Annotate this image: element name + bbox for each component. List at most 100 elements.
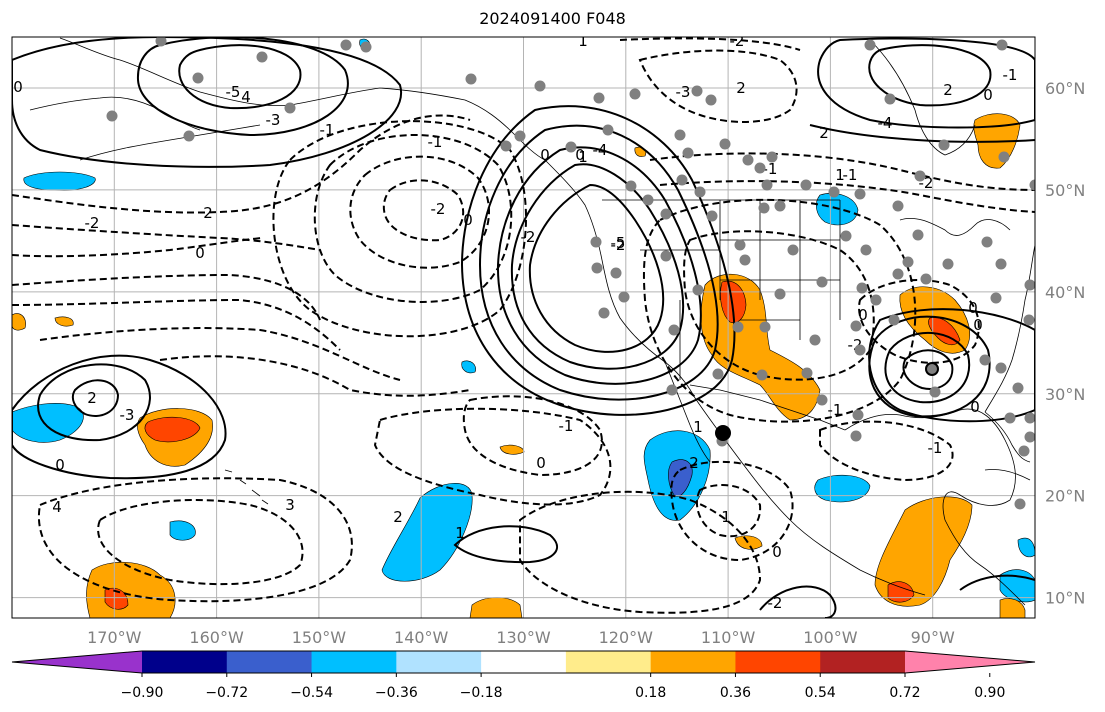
contour-label: -3 [266,111,281,129]
contour-label: -1 [428,133,443,151]
station-dot [860,244,872,256]
contour-band-7 [159,355,471,397]
contour-north-dashed-2 [619,37,801,51]
station-dot [981,236,993,248]
contour-label: -1 [320,121,335,139]
station-dot [284,102,296,114]
shade-positive-small-4 [54,316,74,327]
contour-label: -1 [1003,66,1018,84]
contour-high-southeast-3 [868,315,991,418]
gulf-coast [844,408,1026,606]
map-frame [11,36,1036,619]
great-lakes [899,217,1011,236]
colorbar-segment [735,651,821,673]
contour-label: 1 [721,508,731,526]
colorbar-segment [311,651,397,673]
contour-label: 0 [463,211,473,229]
contour-label: 1 [578,148,588,166]
station-dot [766,151,778,163]
lat-tick-label: 40°N [1045,283,1085,302]
colorbar-segment [226,651,313,673]
contour-subtropic-1 [97,499,304,586]
station-dot [591,262,603,274]
colorbar-segment [650,651,736,673]
shade-positive-hawaii-core [144,416,201,443]
shade-negative-alaska [23,171,96,191]
station-dot [840,230,852,242]
contour-band-6 [39,327,401,381]
contour-label: 0 [13,78,23,96]
contour-low-pacific-5 [382,179,465,242]
station-dot [602,124,614,136]
station-dot [979,354,991,366]
station-dot [809,334,821,346]
station-dot [340,39,352,51]
map-area: 1 -20 -5 4-3-1-220-1-20-20 -4-5-3 2 2 0-42-1 1 -2… [12,37,1035,618]
station-dot [852,409,864,421]
lat-tick-label: 60°N [1045,79,1085,98]
contour-high-southeast-1 [902,349,954,390]
contour-label: 0 [970,398,980,416]
contour-labels: 1 -20 -5 4-3-1-220-1-20-20 -4-5-3 2 2 0-42-1 1 -2… [13,37,1018,612]
station-dot [706,210,718,222]
contour-label: 0 [858,306,868,324]
contour-label: 0 [55,456,65,474]
contour-mexico-low [695,484,762,538]
station-dot [774,200,786,212]
contour-label: -5 [226,83,241,101]
station-dot [660,208,672,220]
contour-subtropic-2 [37,477,353,603]
station-dot [1024,431,1035,443]
station-dot [864,39,876,51]
colorbar-tick-label: 0.72 [889,685,920,701]
station-dot [691,85,703,97]
contour-label: -3 [120,406,135,424]
contour-label: -2 [85,214,100,232]
station-dot [1023,314,1035,326]
station-dot [674,129,686,141]
station-dot [1012,382,1024,394]
highlight-marker [715,425,731,441]
contour-label: -1 [763,160,778,178]
lon-tick-label: 90°W [911,628,955,647]
station-dot [856,282,868,294]
contour-label: -3 [676,83,691,101]
lon-tick-label: 170°W [87,628,142,647]
latitude-labels: 10°N 20°N 30°N 40°N 50°N 60°N [1045,79,1085,608]
station-dot [801,367,813,379]
lat-tick-label: 10°N [1045,589,1085,608]
us-west-coast [601,259,696,399]
shade-negative-small-2 [461,360,476,374]
contour-canada-2 [659,180,1035,213]
station-dot [565,141,577,153]
station-dot [816,276,828,288]
contour-high-east-2 [817,37,1035,129]
station-dot [500,140,512,152]
station-dot [892,268,904,280]
station-dot [756,369,768,381]
contour-low-pacific-4 [349,155,490,269]
contour-high-southeast-4 [868,308,1035,423]
colorbar-tick-label: −0.72 [205,685,248,701]
contour-tropic-east [519,490,762,614]
station-dot [183,130,195,142]
colorbar-tick-label: 0.54 [805,685,836,701]
station-dot [912,229,924,241]
station-dot [884,93,896,105]
station-dot [758,202,770,214]
station-dot [942,258,954,270]
station-dot [694,186,706,198]
station-dot [854,344,866,356]
contour-ridge-1 [528,183,665,353]
station-dot [938,139,950,151]
contour-high-southeast-2 [884,331,971,404]
station-dot [629,88,641,100]
contour-label: -2 [521,228,536,246]
station-dot [1024,279,1035,291]
contour-label: 2 [393,508,403,526]
station-dot [642,194,654,206]
contour-band-4 [12,273,321,321]
contour-label: 1 [835,166,845,184]
hudson-bay [869,39,976,156]
negative-contours [12,37,1035,614]
